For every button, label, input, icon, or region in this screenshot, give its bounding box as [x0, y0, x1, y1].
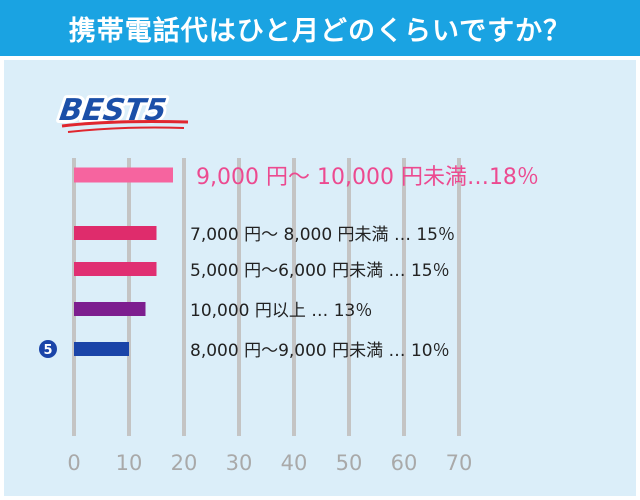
badge-underline-2: [67, 126, 185, 133]
x-tick-label-40: 40: [281, 451, 308, 475]
rank-5-marker: [39, 340, 57, 358]
chart-title: 携帯電話代はひと月どのくらいですか？: [68, 15, 572, 47]
header-banner: 携帯電話代はひと月どのくらいですか？: [0, 0, 640, 56]
best5-badge-outline: BEST5: [57, 93, 168, 128]
bar-label-5: 8,000 円～9,000 円未満 … 10％: [190, 341, 450, 361]
bar-4: [74, 302, 146, 316]
x-tick-label-60: 60: [391, 451, 418, 475]
bar-2: [74, 226, 157, 240]
chart-panel: BEST5 BEST5 0 10 20 30 40 50 60 70 9,000 円～ 10,000…: [4, 60, 636, 496]
x-tick-label-20: 20: [171, 451, 198, 475]
x-tick-label-30: 30: [226, 451, 253, 475]
bar-label-2: 7,000 円～ 8,000 円未満 … 15％: [190, 225, 455, 245]
x-tick-label-10: 10: [116, 451, 143, 475]
bar-label-4: 10,000 円以上 … 13％: [190, 301, 372, 321]
rank-5-marker-label: 5: [43, 343, 52, 358]
badge-underline-1: [61, 120, 189, 128]
bar-label-3: 5,000 円～6,000 円未満 … 15％: [190, 261, 450, 281]
bar-3: [74, 262, 157, 276]
x-tick-label-70: 70: [446, 451, 473, 475]
x-tick-label-0: 0: [67, 451, 80, 475]
bar-5: [74, 342, 129, 356]
bar-1: [74, 167, 173, 183]
bar-label-1: 9,000 円～ 10,000 円未満…18％: [196, 165, 539, 190]
x-tick-label-50: 50: [336, 451, 363, 475]
